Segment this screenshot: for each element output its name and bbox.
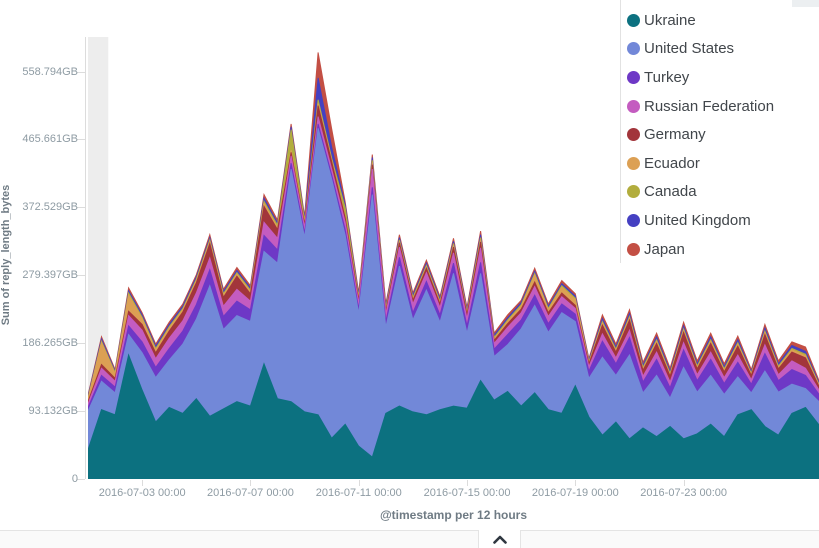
legend-label: United Kingdom bbox=[644, 211, 751, 229]
scrollbar-stub bbox=[792, 0, 819, 7]
legend-swatch-icon bbox=[627, 128, 640, 142]
y-tick-label: 465.661GB bbox=[22, 133, 78, 146]
x-tick-label: 2016-07-15 00:00 bbox=[423, 487, 511, 499]
legend-swatch-icon bbox=[627, 185, 640, 199]
x-tick-label: 2016-07-19 00:00 bbox=[531, 487, 619, 499]
stacked-area-chart[interactable] bbox=[88, 37, 819, 479]
y-tick-label: 279.397GB bbox=[22, 269, 78, 282]
y-tick-mark bbox=[77, 343, 85, 345]
x-tick-label: 2016-07-03 00:00 bbox=[98, 487, 186, 499]
legend-item-japan[interactable]: Japan bbox=[625, 235, 819, 264]
legend-item-canada[interactable]: Canada bbox=[625, 178, 819, 207]
bottom-panel-edge bbox=[0, 531, 819, 548]
legend-label: Germany bbox=[644, 126, 706, 144]
y-tick-mark bbox=[77, 71, 85, 73]
legend-swatch-icon bbox=[627, 242, 640, 256]
collapse-panel-button[interactable] bbox=[478, 530, 521, 548]
x-tick-mark bbox=[358, 480, 360, 486]
legend-item-germany[interactable]: Germany bbox=[625, 120, 819, 149]
legend-swatch-icon bbox=[627, 99, 640, 113]
x-tick-mark bbox=[575, 480, 577, 486]
x-tick-label: 2016-07-11 00:00 bbox=[315, 487, 402, 499]
x-tick-mark bbox=[467, 480, 469, 486]
legend-item-united-kingdom[interactable]: United Kingdom bbox=[625, 206, 819, 235]
legend-label: Japan bbox=[644, 240, 685, 258]
y-tick-mark bbox=[77, 479, 85, 480]
legend-item-russian-federation[interactable]: Russian Federation bbox=[625, 92, 819, 121]
y-tick-mark bbox=[77, 411, 85, 413]
legend-swatch-icon bbox=[627, 42, 640, 56]
x-axis-title: @timestamp per 12 hours bbox=[379, 508, 528, 522]
chevron-up-icon bbox=[492, 535, 507, 544]
y-tick-mark bbox=[77, 275, 85, 277]
x-tick-label: 2016-07-23 00:00 bbox=[640, 487, 728, 499]
y-tick-mark bbox=[77, 207, 85, 209]
legend-item-ukraine[interactable]: Ukraine bbox=[625, 6, 819, 35]
legend-swatch-icon bbox=[627, 70, 640, 84]
y-axis-line bbox=[85, 37, 86, 479]
legend-label: Ukraine bbox=[644, 11, 696, 29]
x-tick-mark bbox=[250, 480, 252, 486]
legend-item-turkey[interactable]: Turkey bbox=[625, 63, 819, 92]
y-tick-mark bbox=[77, 139, 85, 141]
legend-item-united-states[interactable]: United States bbox=[625, 35, 819, 64]
legend-label: United States bbox=[644, 40, 735, 58]
legend-item-ecuador[interactable]: Ecuador bbox=[625, 149, 819, 178]
legend-label: Russian Federation bbox=[644, 97, 775, 115]
y-tick-label: 372.529GB bbox=[22, 201, 78, 214]
x-tick-mark bbox=[683, 480, 685, 486]
legend-swatch-icon bbox=[627, 213, 640, 227]
panel-divider bbox=[0, 530, 478, 531]
legend-swatch-icon bbox=[627, 156, 640, 170]
legend-swatch-icon bbox=[627, 13, 640, 27]
y-tick-label: 93.132GB bbox=[28, 405, 78, 418]
y-tick-label: 186.265GB bbox=[22, 337, 78, 350]
panel-divider bbox=[521, 530, 819, 531]
y-tick-label: 558.794GB bbox=[22, 65, 78, 78]
legend-label: Canada bbox=[644, 183, 697, 201]
y-axis-title: Sum of reply_length_bytes bbox=[0, 184, 12, 326]
area-series-ukraine[interactable] bbox=[88, 353, 819, 479]
x-tick-mark bbox=[142, 480, 144, 486]
legend-label: Ecuador bbox=[644, 154, 700, 172]
chart-legend: Ukraine United States Turkey Russian Federa… bbox=[620, 0, 819, 263]
x-tick-label: 2016-07-07 00:00 bbox=[207, 487, 294, 499]
y-tick-label: 0 bbox=[71, 473, 78, 485]
legend-label: Turkey bbox=[644, 68, 690, 86]
